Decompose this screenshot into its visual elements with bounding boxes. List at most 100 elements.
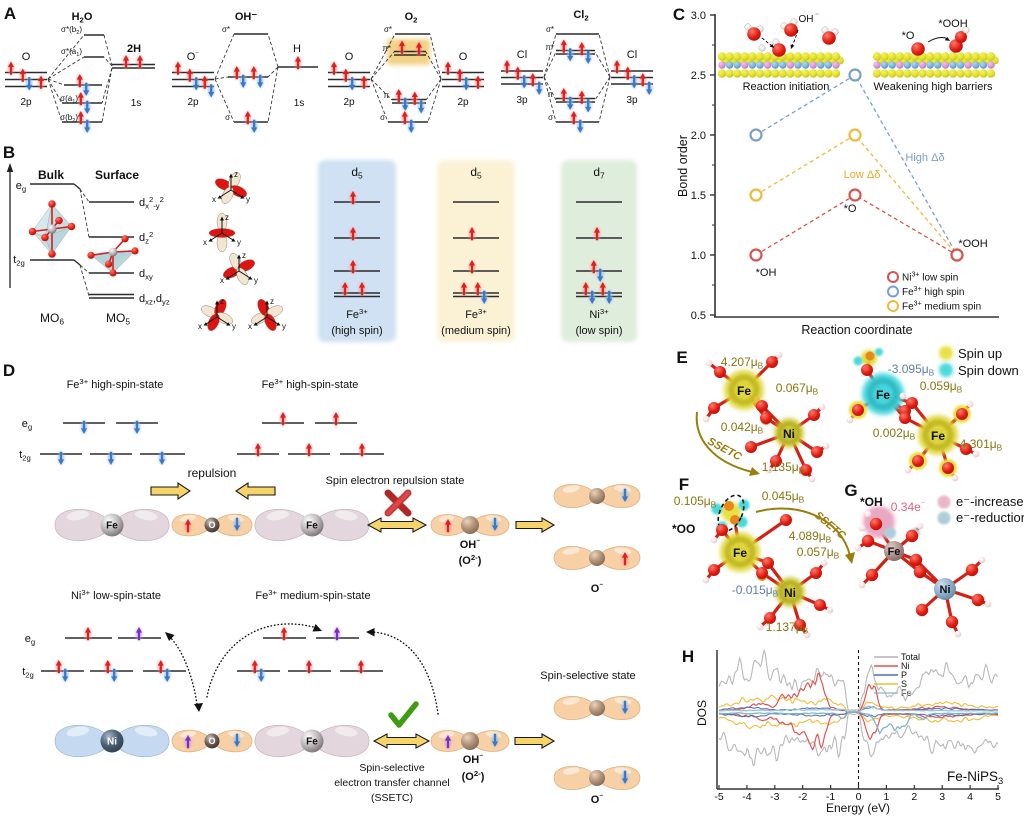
svg-text:-3: -3: [770, 791, 779, 803]
svg-text:y: y: [232, 322, 236, 331]
svg-text:d5​: d5​: [351, 165, 363, 181]
svg-text:dz​2​: dz​2​: [139, 230, 153, 246]
svg-text:3p: 3p: [516, 95, 528, 106]
svg-text:Fe3+​ medium spin: Fe3+​ medium spin: [902, 301, 981, 313]
svg-text:4.207μB​: 4.207μB​: [721, 355, 764, 371]
svg-text:σ(a1​): σ(a1​): [60, 94, 78, 105]
svg-text:H2​O: H2​O: [72, 11, 93, 24]
svg-text:MO5​: MO5​: [106, 311, 130, 327]
svg-text:*OO: *OO: [672, 522, 695, 536]
svg-text:Total: Total: [901, 652, 920, 662]
svg-text:OH⁻: OH⁻: [235, 11, 258, 23]
svg-text:High Δδ: High Δδ: [905, 152, 944, 164]
svg-text:Surface: Surface: [95, 168, 139, 182]
svg-text:d5​: d5​: [470, 165, 482, 181]
svg-text:σ*: σ*: [384, 25, 392, 34]
svg-text:e⁻-reduction: e⁻-reduction: [956, 510, 1024, 525]
svg-text:⁻: ⁻: [815, 11, 819, 20]
svg-text:Ni: Ni: [901, 661, 910, 671]
svg-text:(O2-​): (O2-​): [462, 769, 485, 783]
svg-text:Bond order: Bond order: [676, 135, 690, 197]
svg-text:4.301μB​: 4.301μB​: [960, 437, 1003, 453]
svg-text:O: O: [459, 51, 468, 63]
svg-text:Energy (eV): Energy (eV): [826, 801, 890, 815]
svg-text:1.0: 1.0: [691, 250, 706, 262]
svg-text:OH⁻​: OH⁻​: [460, 537, 481, 551]
svg-text:repulsion: repulsion: [188, 466, 237, 480]
svg-text:π: π: [383, 91, 389, 100]
svg-text:G: G: [844, 481, 857, 500]
svg-text:H: H: [682, 647, 694, 666]
svg-text:Spin down: Spin down: [958, 363, 1019, 378]
svg-text:dx​2​-y​2​: dx​2​-y​2​: [139, 195, 164, 211]
svg-text:2.0: 2.0: [691, 130, 706, 142]
svg-text:x: x: [248, 322, 252, 331]
svg-text:*OOH: *OOH: [958, 238, 987, 250]
svg-text:Fe3+​: Fe3+​: [465, 307, 487, 321]
svg-text:y: y: [254, 276, 258, 285]
svg-text:σ*(a1​): σ*(a1​): [61, 47, 82, 58]
svg-text:Fe: Fe: [306, 737, 318, 748]
svg-text:Spin-selective: Spin-selective: [359, 762, 425, 774]
svg-text:Fe: Fe: [901, 688, 912, 698]
svg-text:d7​: d7​: [593, 165, 605, 181]
svg-text:Fe3+​ medium-spin-state: Fe3+​ medium-spin-state: [255, 588, 370, 602]
svg-text:5: 5: [995, 791, 1001, 803]
svg-text:π: π: [547, 90, 553, 99]
svg-text:0.34e⁻​: 0.34e⁻​: [891, 498, 925, 514]
svg-text:eg​: eg​: [25, 633, 35, 646]
svg-text:Bulk: Bulk: [38, 168, 64, 182]
svg-text:O⁻​: O⁻​: [591, 581, 604, 595]
svg-text:Ni3+​ low spin: Ni3+​ low spin: [902, 272, 958, 284]
svg-text:2p: 2p: [187, 97, 199, 108]
svg-text:Cl: Cl: [517, 49, 527, 61]
svg-text:4: 4: [967, 791, 973, 803]
svg-text:1.5: 1.5: [691, 190, 706, 202]
svg-text:y: y: [282, 322, 286, 331]
svg-text:A: A: [4, 4, 16, 23]
svg-text:x: x: [220, 276, 224, 285]
svg-text:t2g​: t2g​: [22, 666, 34, 679]
svg-text:(O2-​): (O2-​): [459, 553, 482, 567]
svg-text:y: y: [246, 195, 250, 204]
svg-text:0.042μB​: 0.042μB​: [721, 420, 764, 436]
svg-text:z: z: [225, 213, 229, 222]
svg-text:Ni3+​ low-spin-state: Ni3+​ low-spin-state: [71, 588, 161, 602]
svg-text:0.067μB​: 0.067μB​: [776, 381, 819, 397]
svg-text:0.105μB​: 0.105μB​: [674, 494, 717, 510]
svg-text:MO6​: MO6​: [40, 311, 64, 327]
svg-text:(medium spin): (medium spin): [441, 325, 511, 337]
svg-text:dxy​: dxy​: [139, 268, 153, 281]
svg-text:C: C: [673, 5, 685, 24]
svg-text:2: 2: [911, 791, 917, 803]
svg-text:DOS: DOS: [695, 700, 709, 726]
svg-text:0.045μB​: 0.045μB​: [762, 489, 805, 505]
svg-text:t2g​: t2g​: [13, 254, 25, 267]
svg-text:1s: 1s: [131, 98, 142, 109]
svg-text:Ni: Ni: [783, 427, 795, 441]
svg-text:y: y: [237, 238, 241, 247]
svg-text:3: 3: [939, 791, 945, 803]
svg-text:Ni3+​: Ni3+​: [589, 307, 609, 321]
svg-text:*OH: *OH: [756, 267, 777, 279]
svg-text:-4: -4: [742, 791, 751, 803]
svg-text:(high spin): (high spin): [331, 325, 382, 337]
svg-text:S: S: [901, 679, 907, 689]
svg-text:O: O: [22, 51, 31, 63]
svg-text:Spin electron repulsion state: Spin electron repulsion state: [326, 475, 465, 487]
svg-text:1.135μB​: 1.135μB​: [762, 460, 805, 476]
svg-text:2.5: 2.5: [691, 70, 706, 82]
svg-text:4.089μB​: 4.089μB​: [789, 529, 832, 545]
svg-text:0.002μB​: 0.002μB​: [873, 426, 916, 442]
svg-text:E: E: [676, 348, 687, 367]
svg-text:Fe: Fe: [733, 546, 747, 560]
svg-text:*O: *O: [844, 203, 857, 215]
svg-text:z: z: [220, 297, 224, 306]
svg-text:0.059μB​: 0.059μB​: [920, 379, 963, 395]
svg-text:Fe: Fe: [931, 429, 945, 443]
svg-text:-5: -5: [714, 791, 723, 803]
svg-text:2H: 2H: [127, 43, 141, 55]
svg-text:Spin-selective state: Spin-selective state: [540, 670, 635, 682]
svg-text:σ: σ: [380, 113, 385, 122]
svg-text:electron transfer channel: electron transfer channel: [334, 777, 450, 789]
